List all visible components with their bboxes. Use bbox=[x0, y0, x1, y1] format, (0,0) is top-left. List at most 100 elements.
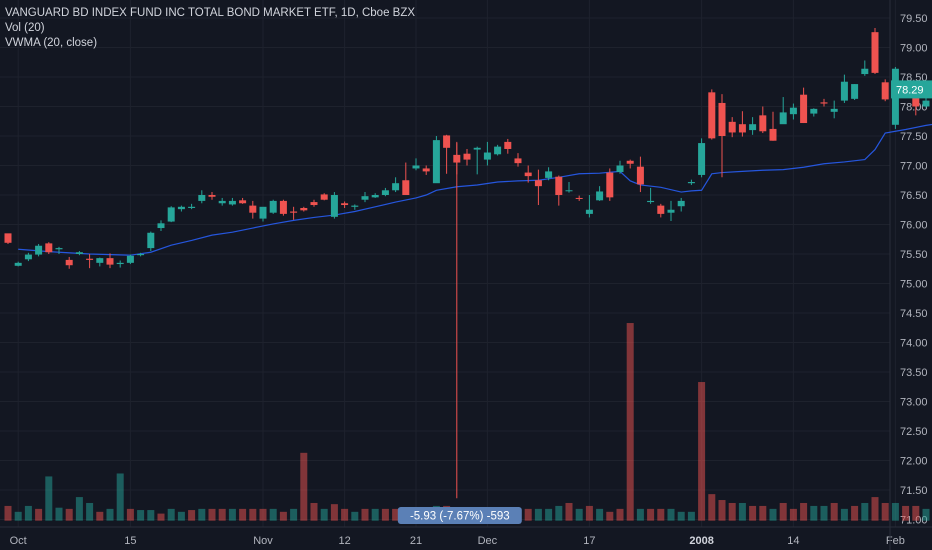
candle-body[interactable] bbox=[381, 190, 389, 195]
candle-body[interactable] bbox=[871, 32, 879, 73]
candle-body[interactable] bbox=[167, 207, 175, 222]
candle-body[interactable] bbox=[320, 194, 328, 200]
volume-bar bbox=[647, 508, 655, 521]
candle-body[interactable] bbox=[279, 200, 287, 214]
candle-body[interactable] bbox=[759, 115, 767, 132]
candle-body[interactable] bbox=[555, 176, 563, 195]
candle-body[interactable] bbox=[779, 112, 787, 125]
candle-body[interactable] bbox=[239, 200, 247, 204]
candle-body[interactable] bbox=[698, 143, 706, 175]
candle-body[interactable] bbox=[157, 223, 165, 229]
candle-body[interactable] bbox=[494, 146, 502, 155]
candle-body[interactable] bbox=[810, 108, 818, 114]
candle-body[interactable] bbox=[616, 165, 624, 172]
candle-body[interactable] bbox=[351, 205, 359, 207]
candle-body[interactable] bbox=[789, 107, 797, 115]
candle-body[interactable] bbox=[483, 152, 491, 160]
candle-body[interactable] bbox=[830, 108, 838, 112]
candle-body[interactable] bbox=[310, 202, 318, 206]
volume-bar bbox=[789, 508, 797, 521]
vwma-indicator-label[interactable]: VWMA (20, close) bbox=[5, 37, 98, 49]
candle-body[interactable] bbox=[881, 82, 889, 100]
candle-body[interactable] bbox=[116, 262, 124, 265]
candle-body[interactable] bbox=[147, 232, 155, 249]
candle-body[interactable] bbox=[575, 197, 583, 199]
candle-body[interactable] bbox=[749, 124, 757, 131]
candle-body[interactable] bbox=[218, 200, 226, 204]
candle-body[interactable] bbox=[534, 180, 542, 187]
volume-indicator-label[interactable]: Vol (20) bbox=[5, 22, 45, 34]
candle-body[interactable] bbox=[626, 160, 634, 164]
candle-body[interactable] bbox=[596, 191, 604, 201]
candle-body[interactable] bbox=[300, 207, 308, 211]
candle-body[interactable] bbox=[738, 124, 746, 133]
candle-body[interactable] bbox=[677, 200, 685, 207]
candle-body[interactable] bbox=[606, 172, 614, 198]
price-tick-label: 72.50 bbox=[900, 426, 928, 438]
candle-body[interactable] bbox=[514, 158, 522, 164]
candle-body[interactable] bbox=[259, 206, 267, 219]
candle-body[interactable] bbox=[453, 154, 461, 163]
candle-body[interactable] bbox=[96, 258, 104, 263]
candle-body[interactable] bbox=[402, 180, 410, 195]
candle-body[interactable] bbox=[330, 195, 338, 217]
candle-body[interactable] bbox=[708, 92, 716, 139]
candle-body[interactable] bbox=[269, 200, 277, 213]
candle-body[interactable] bbox=[65, 259, 73, 266]
candle-body[interactable] bbox=[45, 243, 53, 253]
candle-body[interactable] bbox=[728, 121, 736, 133]
candle-body[interactable] bbox=[769, 128, 777, 141]
candle-body[interactable] bbox=[820, 102, 828, 104]
candle-body[interactable] bbox=[800, 94, 808, 124]
candle-body[interactable] bbox=[55, 248, 63, 250]
candle-body[interactable] bbox=[361, 196, 369, 200]
candle-body[interactable] bbox=[504, 141, 512, 149]
candle-body[interactable] bbox=[922, 100, 930, 107]
candle-body[interactable] bbox=[392, 183, 400, 191]
candle-body[interactable] bbox=[35, 245, 43, 255]
candle-body[interactable] bbox=[188, 206, 196, 208]
candle-body[interactable] bbox=[208, 195, 216, 197]
candle-body[interactable] bbox=[422, 168, 430, 172]
candle-body[interactable] bbox=[371, 195, 379, 198]
candle-body[interactable] bbox=[851, 84, 859, 99]
candle-body[interactable] bbox=[636, 166, 644, 185]
candle-body[interactable] bbox=[443, 135, 451, 148]
candle-body[interactable] bbox=[432, 140, 440, 184]
candle-body[interactable] bbox=[545, 171, 553, 178]
candle-body[interactable] bbox=[647, 200, 655, 203]
candle-body[interactable] bbox=[249, 205, 257, 213]
candle-body[interactable] bbox=[341, 203, 349, 206]
candle-body[interactable] bbox=[137, 254, 145, 256]
candle-body[interactable] bbox=[177, 206, 185, 210]
candle-body[interactable] bbox=[463, 153, 471, 160]
candle-body[interactable] bbox=[86, 258, 94, 260]
candle-body[interactable] bbox=[412, 165, 420, 169]
candle-body[interactable] bbox=[524, 172, 532, 177]
candle-body[interactable] bbox=[718, 102, 726, 136]
candle-body[interactable] bbox=[912, 94, 920, 107]
candle-body[interactable] bbox=[75, 252, 83, 254]
candle-body[interactable] bbox=[14, 262, 22, 266]
candle-body[interactable] bbox=[228, 200, 236, 205]
candle-body[interactable] bbox=[198, 195, 206, 201]
candle-body[interactable] bbox=[4, 233, 12, 243]
candle-body[interactable] bbox=[840, 81, 848, 101]
candle-body[interactable] bbox=[24, 254, 32, 260]
volume-bar bbox=[167, 508, 175, 521]
candle-body[interactable] bbox=[106, 258, 114, 265]
candle-body[interactable] bbox=[585, 209, 593, 214]
candle-body[interactable] bbox=[473, 147, 481, 150]
candle-body[interactable] bbox=[861, 68, 869, 75]
candle-body[interactable] bbox=[565, 190, 573, 192]
time-tick-label: 12 bbox=[338, 535, 350, 547]
candle-body[interactable] bbox=[290, 211, 298, 213]
candle-body[interactable] bbox=[667, 209, 675, 213]
candle-body[interactable] bbox=[657, 205, 665, 214]
volume-bar bbox=[300, 452, 308, 521]
candle-body[interactable] bbox=[126, 255, 134, 263]
price-tick-label: 78.00 bbox=[900, 102, 928, 114]
candle-body[interactable] bbox=[687, 182, 695, 184]
